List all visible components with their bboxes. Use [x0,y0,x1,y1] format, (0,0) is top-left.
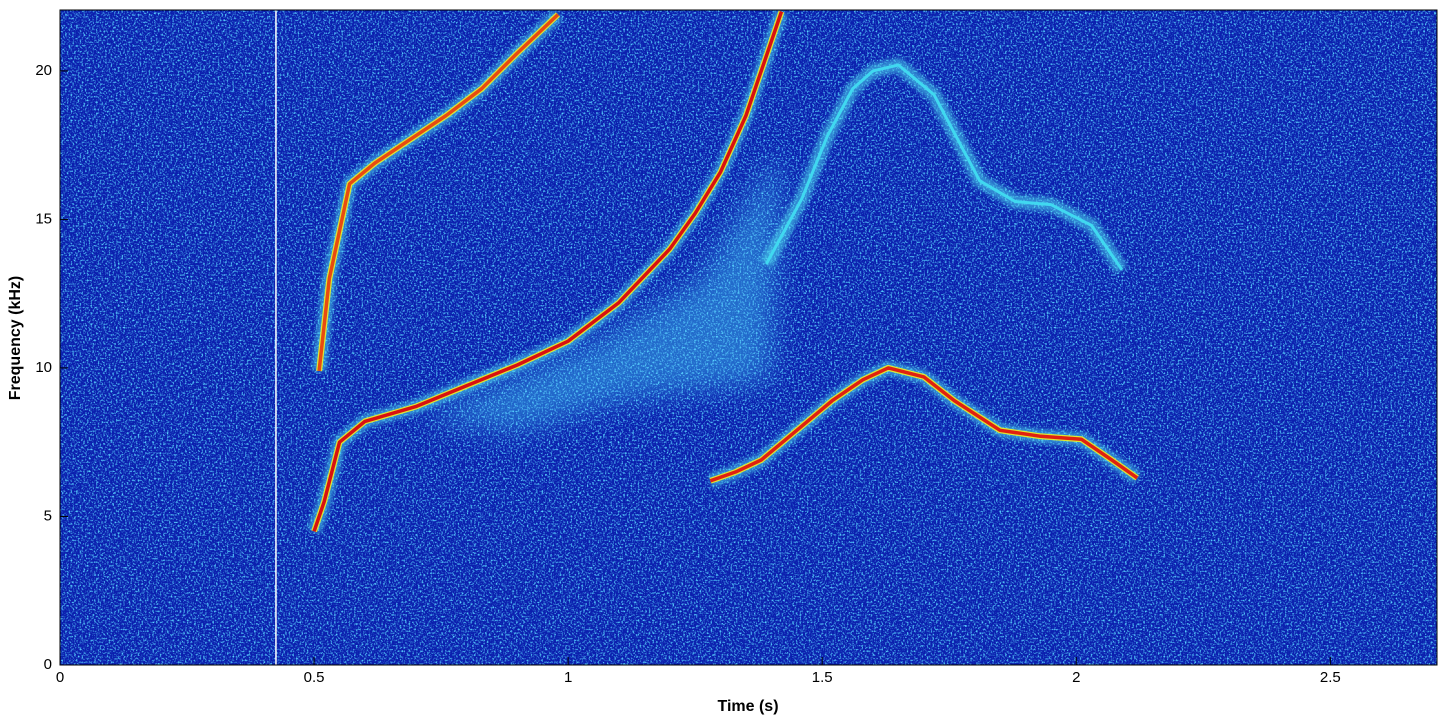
y-tick-label: 15 [35,210,52,227]
plot-frame [59,9,1438,666]
trace [709,366,1139,483]
x-tick-label: 1 [564,669,572,686]
x-tick-label: 0.5 [304,669,325,686]
y-axis-label: Frequency (kHz) [7,276,24,400]
y-tick-label: 5 [44,507,52,524]
trace [317,13,560,372]
x-axis-label: Time (s) [717,698,778,715]
x-tick-label: 0 [56,669,64,686]
y-tick-label: 20 [35,62,52,79]
y-tick-label: 10 [35,359,52,376]
x-tick-label: 2 [1072,669,1080,686]
x-tick-label: 1.5 [812,669,833,686]
plot-area [60,10,1437,665]
x-tick-label: 2.5 [1320,669,1341,686]
y-tick-label: 0 [44,656,52,673]
trace [764,63,1124,271]
trace [312,10,784,532]
